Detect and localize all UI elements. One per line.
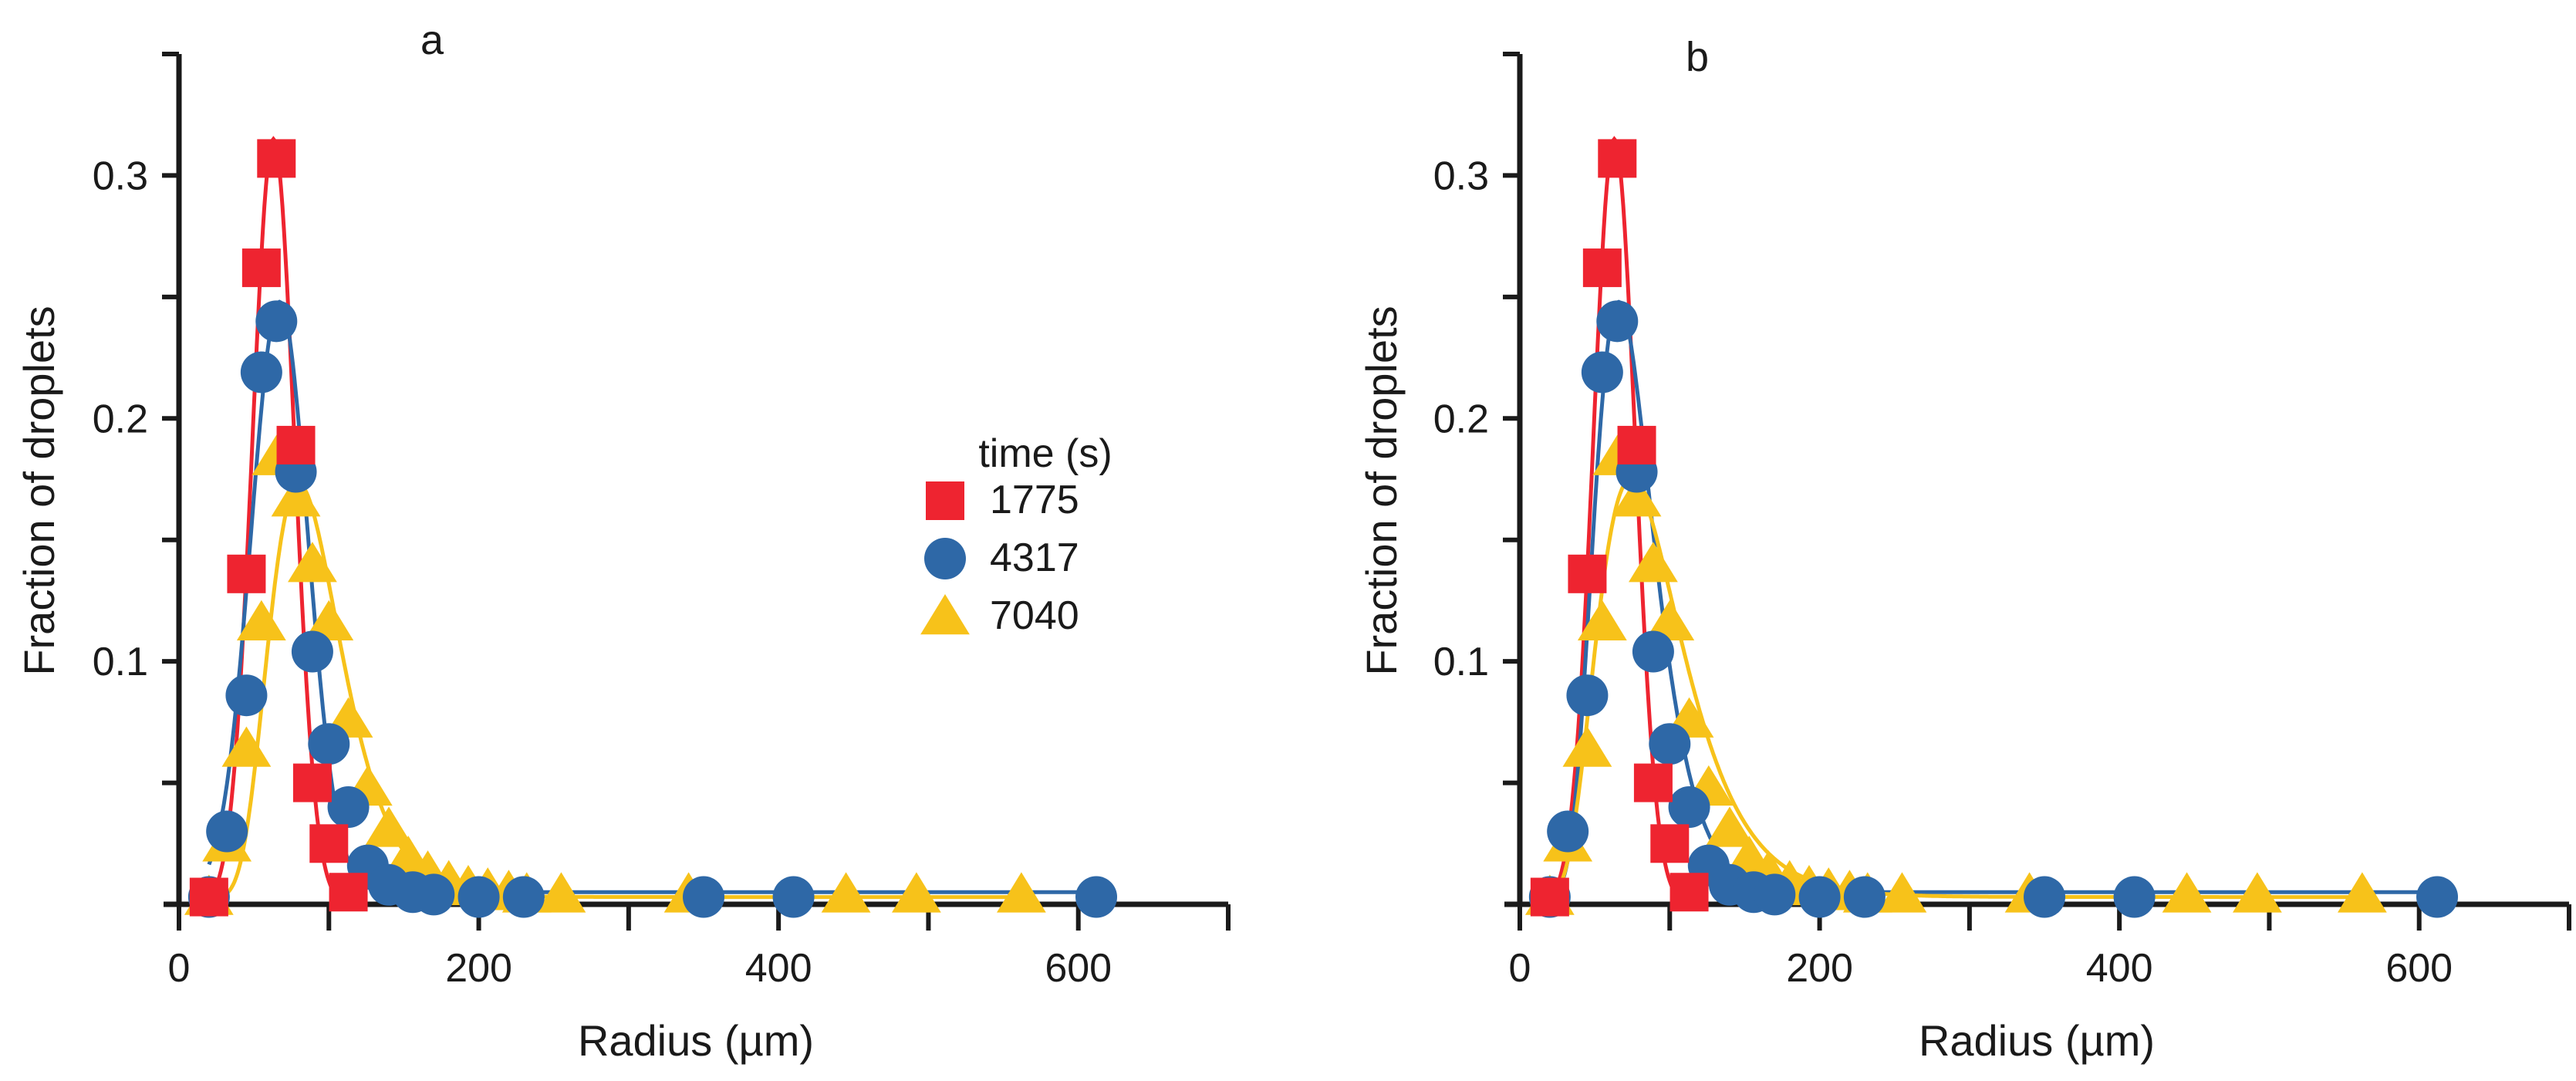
data-point-1775 [1670, 873, 1709, 912]
legend-marker-1775 [926, 481, 964, 520]
data-point-7040 [364, 806, 414, 847]
x-tick-label: 0 [168, 946, 191, 991]
y-tick-label: 0.1 [1433, 640, 1489, 684]
panel-b: 0 200 400 600 0.1 0.2 0.3 Radius (µm) Fraction o… [1357, 34, 2571, 1065]
data-point-1775 [1530, 877, 1569, 917]
y-tick-label: 0.3 [93, 154, 148, 198]
data-point-4317 [1566, 674, 1609, 717]
x-tick-label: 400 [2086, 946, 2153, 991]
data-point-4317 [1754, 873, 1796, 916]
data-point-1775 [241, 248, 281, 288]
data-point-1775 [1617, 425, 1656, 464]
panel-label: a [420, 17, 444, 63]
data-point-4317 [225, 674, 268, 717]
legend-label-7040: 7040 [990, 593, 1079, 638]
data-point-7040 [1577, 600, 1627, 640]
legend-marker-7040 [920, 594, 970, 635]
data-point-4317 [1632, 630, 1674, 673]
data-point-1775 [257, 139, 296, 178]
data-point-7040 [996, 872, 1046, 913]
data-point-4317 [327, 786, 370, 829]
fit-curve-7040 [208, 481, 1021, 900]
data-point-1775 [1582, 248, 1622, 288]
x-tick-label: 600 [1045, 946, 1112, 991]
x-tick-label: 200 [1786, 946, 1853, 991]
x-axis-title: Radius (µm) [578, 1016, 814, 1065]
data-point-1775 [329, 873, 368, 912]
data-point-4317 [683, 876, 724, 918]
data-point-4317 [1843, 876, 1886, 918]
data-point-1775 [1633, 763, 1673, 802]
data-point-4317 [291, 630, 333, 673]
data-point-1775 [1598, 139, 1637, 178]
data-point-7040 [2162, 872, 2212, 913]
panel-label: b [1686, 34, 1709, 80]
data-point-4317 [457, 876, 500, 918]
data-point-7040 [821, 872, 871, 913]
data-point-1775 [1568, 554, 1607, 593]
legend-label-1775: 1775 [990, 478, 1079, 522]
y-axis-title: Fraction of droplets [15, 306, 63, 675]
data-point-4317 [2113, 876, 2156, 918]
data-point-7040 [2337, 872, 2387, 913]
data-point-7040 [271, 476, 321, 517]
data-point-4317 [240, 351, 282, 394]
y-tick-label: 0.2 [93, 397, 148, 441]
legend-marker-4317 [924, 538, 966, 579]
fit-curve-7040 [1548, 477, 2362, 900]
data-point-7040 [1705, 806, 1754, 847]
data-point-1775 [1650, 824, 1690, 863]
data-point-7040 [1629, 542, 1678, 583]
data-point-7040 [236, 600, 286, 640]
data-point-4317 [1798, 876, 1841, 918]
data-point-7040 [1612, 476, 1662, 517]
legend-label-4317: 4317 [990, 535, 1079, 580]
x-tick-label: 400 [745, 946, 812, 991]
data-point-1775 [189, 877, 228, 917]
data-point-1775 [276, 425, 316, 464]
data-point-1775 [227, 554, 266, 593]
data-point-4317 [2024, 876, 2065, 918]
data-point-4317 [772, 876, 815, 918]
data-point-4317 [413, 873, 455, 916]
data-point-7040 [2232, 872, 2282, 913]
data-point-1775 [292, 763, 332, 802]
data-point-4317 [1596, 300, 1639, 343]
panel-a: 0 200 400 600 0.1 0.2 0.3 Radius (µm) Fraction o… [15, 17, 1231, 1065]
data-point-4317 [1668, 786, 1710, 829]
data-point-7040 [536, 872, 586, 913]
data-point-4317 [308, 723, 350, 765]
x-axis-title: Radius (µm) [1919, 1016, 2155, 1065]
data-point-4317 [1581, 351, 1623, 394]
data-point-7040 [221, 726, 272, 767]
legend: time (s)1775 4317 7040 [920, 431, 1112, 638]
data-point-7040 [1562, 726, 1612, 767]
data-point-4317 [2416, 876, 2459, 918]
data-point-7040 [1877, 872, 1927, 913]
x-tick-label: 200 [445, 946, 512, 991]
data-point-7040 [1645, 600, 1695, 640]
y-axis-title: Fraction of droplets [1357, 306, 1406, 675]
data-point-4317 [502, 876, 545, 918]
y-tick-label: 0.2 [1433, 397, 1489, 441]
data-point-7040 [304, 600, 354, 640]
legend-title: time (s) [978, 431, 1112, 476]
data-point-1775 [309, 824, 349, 863]
y-tick-label: 0.3 [1433, 154, 1489, 198]
data-point-4317 [206, 810, 248, 853]
x-tick-label: 600 [2385, 946, 2453, 991]
x-tick-label: 0 [1509, 946, 1531, 991]
data-point-7040 [288, 542, 337, 583]
data-point-4317 [1547, 810, 1589, 853]
data-point-4317 [1075, 876, 1118, 918]
data-point-4317 [255, 300, 298, 343]
data-point-4317 [1649, 723, 1691, 765]
y-tick-label: 0.1 [93, 640, 148, 684]
data-point-7040 [891, 872, 941, 913]
